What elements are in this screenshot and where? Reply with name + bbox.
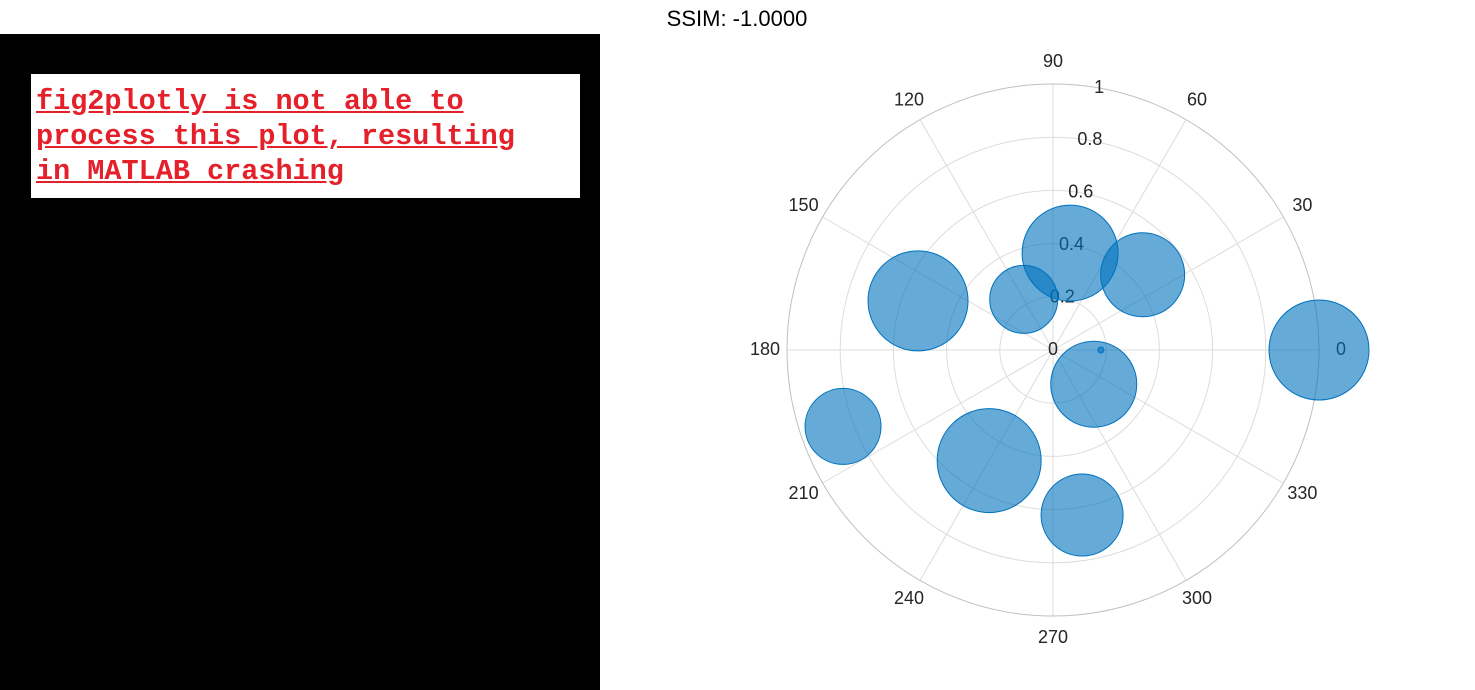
theta-tick-label: 240 xyxy=(894,588,924,608)
r-tick-label: 0 xyxy=(1048,339,1058,359)
r-tick-label: 0.8 xyxy=(1077,129,1102,149)
chart-title: SSIM: -1.0000 xyxy=(667,6,808,31)
theta-grid-line xyxy=(1052,119,1187,351)
theta-tick-label: 60 xyxy=(1187,89,1207,109)
bubble xyxy=(804,387,882,465)
theta-tick-label: 330 xyxy=(1287,483,1317,503)
theta-tick-label: 120 xyxy=(894,89,924,109)
bubble xyxy=(1268,299,1370,401)
theta-tick-label: 180 xyxy=(750,339,780,359)
notice-box: fig2plotly is not able to process this p… xyxy=(31,74,580,198)
theta-tick-label: 30 xyxy=(1292,195,1312,215)
theta-tick-label: 300 xyxy=(1182,588,1212,608)
bubble xyxy=(867,250,969,352)
theta-tick-label: 90 xyxy=(1043,51,1063,71)
theta-tick-label: 210 xyxy=(789,483,819,503)
r-tick-label: 1 xyxy=(1094,77,1104,97)
notice-line: in MATLAB crashing xyxy=(36,155,344,188)
bubble xyxy=(989,264,1059,334)
theta-tick-label: 270 xyxy=(1038,627,1068,647)
bubble xyxy=(1097,346,1105,354)
bubble xyxy=(1040,473,1124,557)
theta-grid-line xyxy=(822,349,1054,484)
notice-line: process this plot, resulting xyxy=(36,120,515,153)
notice-line: fig2plotly is not able to xyxy=(36,85,464,118)
bubble xyxy=(1050,340,1138,428)
bubble xyxy=(936,408,1042,514)
r-grid-circle xyxy=(839,136,1267,564)
r-tick-label: 0.6 xyxy=(1068,182,1093,202)
theta-tick-label: 150 xyxy=(789,195,819,215)
